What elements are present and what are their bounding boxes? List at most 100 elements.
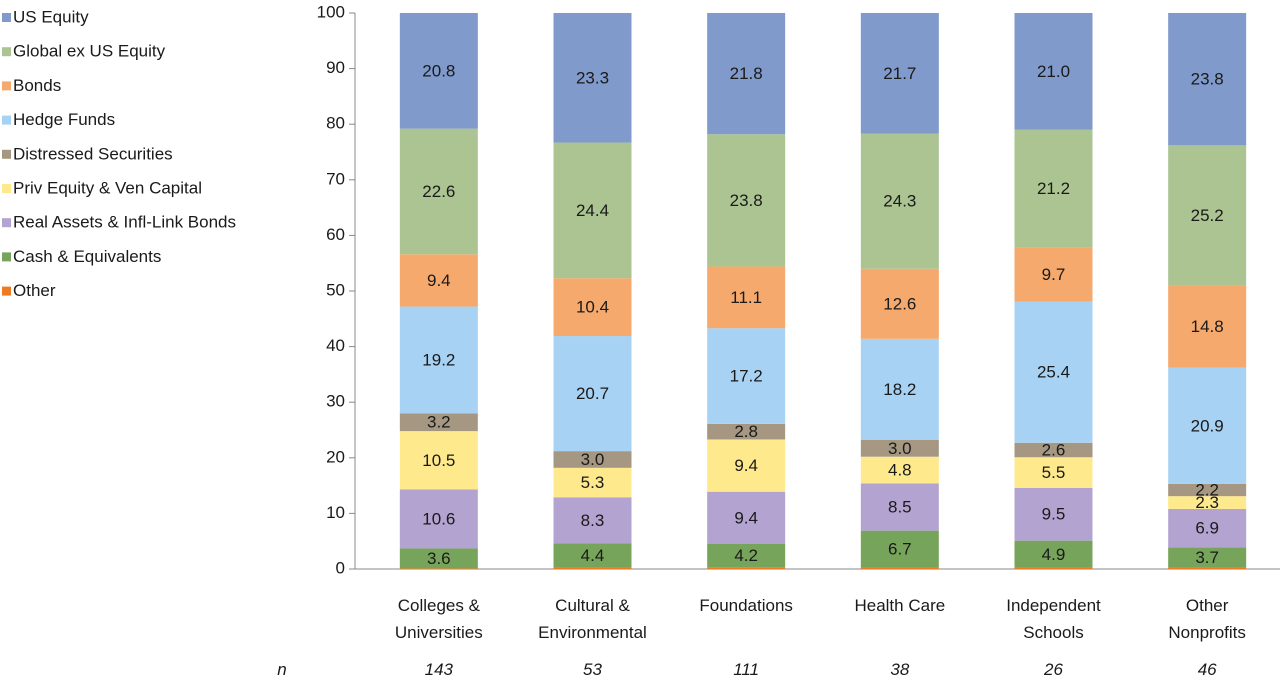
bar-segment	[553, 497, 632, 544]
bar-segment	[399, 306, 478, 414]
value-label: 8.5	[888, 497, 912, 516]
y-tick-label: 20	[326, 447, 345, 466]
legend-label: Cash & Equivalents	[13, 247, 161, 266]
value-label: 9.5	[1042, 505, 1066, 524]
bar-segment	[1014, 13, 1093, 130]
legend-label: Other	[13, 281, 56, 300]
bar-segment	[860, 530, 939, 568]
value-label: 3.0	[888, 439, 912, 458]
bar-segment	[399, 13, 478, 129]
bar-segment	[1014, 487, 1093, 541]
n-count: 38	[890, 660, 910, 679]
value-label: 5.5	[1042, 463, 1066, 482]
y-tick-label: 50	[326, 280, 345, 299]
value-label: 10.5	[422, 451, 455, 470]
bar-segment	[399, 128, 478, 255]
legend-swatch	[2, 47, 11, 57]
value-label: 24.3	[883, 192, 916, 211]
bar-segment	[1168, 483, 1247, 497]
bar-segment	[553, 13, 632, 143]
n-count: 143	[424, 660, 454, 679]
bar-segment	[399, 254, 478, 307]
bar-segment	[860, 133, 939, 269]
n-label: n	[277, 660, 287, 679]
value-label: 23.3	[576, 68, 609, 87]
legend-label: Priv Equity & Ven Capital	[13, 178, 202, 197]
bar-segment	[1168, 508, 1247, 548]
y-tick-label: 0	[336, 558, 345, 577]
value-label: 6.7	[888, 540, 912, 559]
bar-segment	[1168, 13, 1247, 146]
bar-segment	[860, 440, 939, 457]
n-count: 46	[1197, 660, 1217, 679]
value-label: 6.9	[1195, 519, 1219, 538]
value-label: 9.7	[1042, 265, 1066, 284]
bar-segment	[553, 142, 632, 279]
value-label: 18.2	[883, 380, 916, 399]
bar-segment	[707, 567, 786, 569]
value-label: 9.4	[427, 271, 451, 290]
bar-segment	[707, 328, 786, 424]
value-label: 25.2	[1191, 206, 1224, 225]
value-label: 3.2	[427, 413, 451, 432]
value-label: 11.1	[730, 288, 762, 307]
value-label: 8.3	[581, 511, 605, 530]
x-tick-label: Other Nonprofits	[1168, 596, 1246, 642]
bar-segment	[399, 413, 478, 432]
value-label: 17.2	[730, 367, 763, 386]
bar-segment	[399, 489, 478, 549]
value-label: 10.4	[576, 298, 609, 317]
value-label: 21.8	[730, 64, 763, 83]
value-label: 10.6	[422, 509, 455, 528]
bar-segment	[707, 13, 786, 135]
bar-segment	[1014, 247, 1093, 302]
legend-swatch	[2, 81, 11, 91]
bar-segment	[1168, 145, 1247, 286]
value-label: 4.4	[581, 546, 605, 565]
bar-segment	[1014, 567, 1093, 569]
legend-label: US Equity	[13, 7, 89, 26]
legend-swatch	[2, 13, 11, 22]
bar-segment	[860, 456, 939, 484]
bar-segment	[399, 568, 478, 569]
legend-label: Real Assets & Infl-Link Bonds	[13, 213, 236, 232]
n-count: 26	[1044, 660, 1063, 679]
bar-segment	[707, 491, 786, 544]
value-label: 19.2	[422, 350, 455, 369]
bar-segment	[1168, 567, 1247, 569]
value-label: 22.6	[422, 182, 455, 201]
value-label: 4.9	[1042, 545, 1066, 564]
bar-segment	[707, 423, 786, 440]
y-tick-label: 10	[326, 503, 345, 522]
legend-swatch	[2, 218, 11, 228]
y-tick-label: 80	[326, 114, 345, 133]
value-label: 21.2	[1037, 179, 1070, 198]
bar-segment	[860, 268, 939, 339]
x-tick-label: Independent Schools	[1006, 596, 1101, 642]
legend-swatch	[2, 286, 11, 296]
bar-segment	[860, 13, 939, 134]
bar-segment	[399, 548, 478, 569]
n-count: 53	[583, 660, 602, 679]
bar-segment	[553, 451, 632, 468]
bar-segment	[860, 483, 939, 531]
value-label: 14.8	[1191, 317, 1224, 336]
bar-segment	[553, 567, 632, 569]
value-label: 12.6	[883, 294, 916, 313]
bar-segment	[707, 134, 786, 267]
legend-swatch	[2, 115, 11, 125]
value-label: 3.0	[581, 450, 605, 469]
value-label: 21.7	[883, 64, 916, 83]
bar-segment	[1014, 540, 1093, 568]
x-tick-label: Health Care	[854, 596, 946, 615]
value-label: 20.9	[1191, 416, 1224, 435]
value-label: 20.7	[576, 384, 609, 403]
value-label: 2.3	[1195, 493, 1219, 512]
legend-swatch	[2, 149, 11, 159]
bar-segment	[553, 467, 632, 498]
bar-segment	[1014, 457, 1093, 488]
bar-segment	[399, 431, 478, 490]
bar-segment	[707, 439, 786, 492]
value-label: 3.6	[427, 549, 451, 568]
